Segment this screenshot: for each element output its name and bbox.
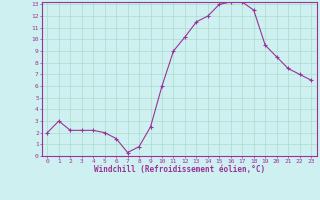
X-axis label: Windchill (Refroidissement éolien,°C): Windchill (Refroidissement éolien,°C)	[94, 165, 265, 174]
